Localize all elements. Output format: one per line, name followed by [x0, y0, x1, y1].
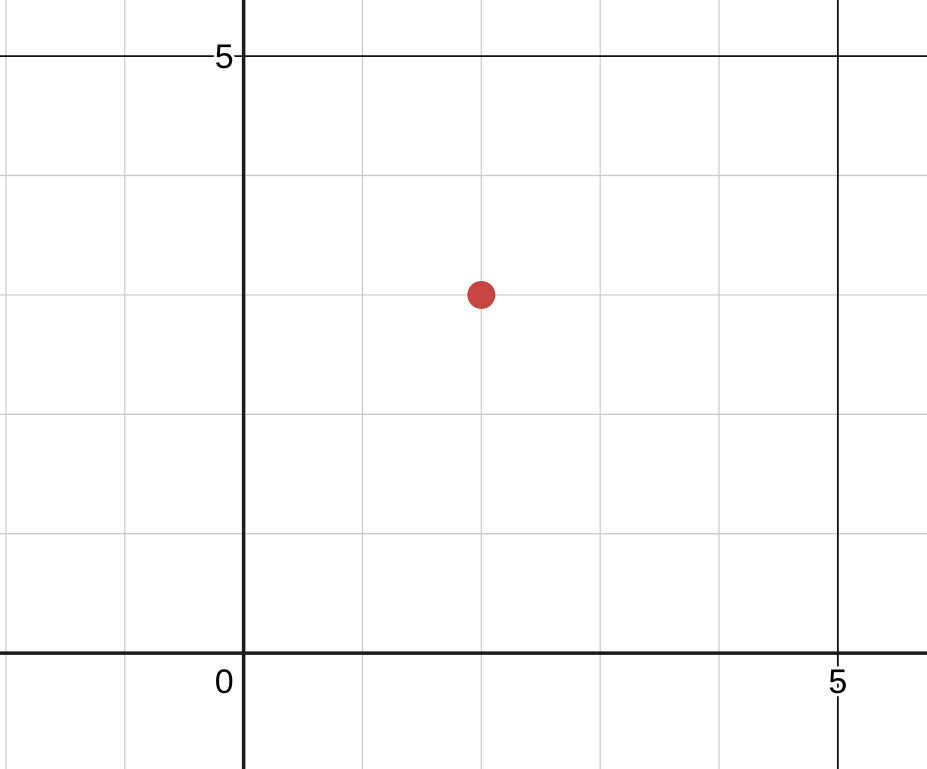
data-point-0-0[interactable]	[467, 280, 496, 309]
x-tick-label-0: 0	[215, 663, 234, 701]
x-tick-label-5: 5	[828, 663, 847, 701]
tick-labels: 0 5 5	[212, 35, 851, 704]
y-tick-label-5: 5	[215, 38, 234, 76]
data-points	[467, 280, 496, 309]
